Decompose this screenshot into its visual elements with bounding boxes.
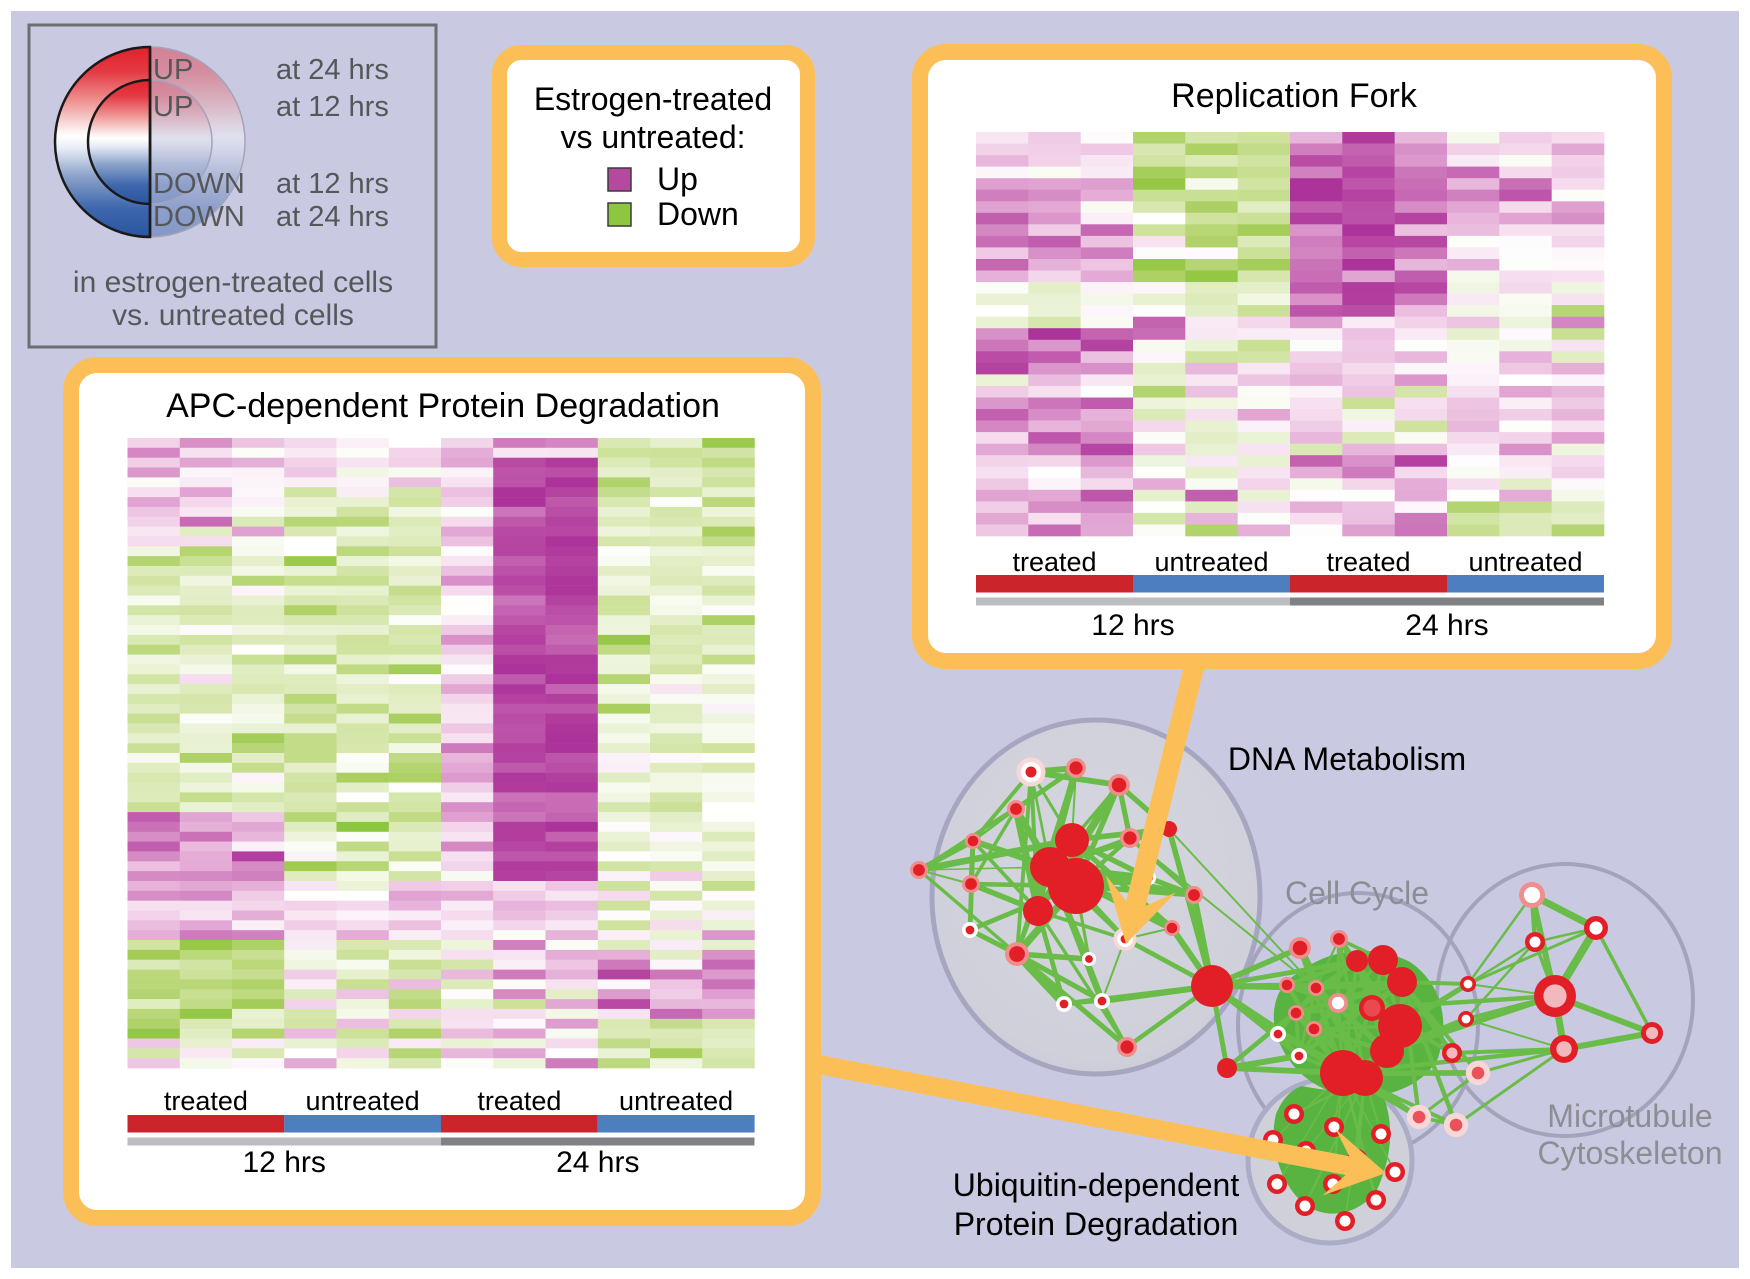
svg-text:Replication Fork: Replication Fork [1171,77,1418,115]
svg-text:Estrogen-treated: Estrogen-treated [534,81,772,117]
svg-text:Down: Down [657,196,739,232]
svg-text:vs. untreated cells: vs. untreated cells [112,299,354,332]
svg-text:in estrogen-treated cells: in estrogen-treated cells [73,266,393,299]
svg-text:12 hrs: 12 hrs [1091,609,1174,642]
svg-text:at 12 hrs: at 12 hrs [276,168,389,200]
svg-text:Cell Cycle: Cell Cycle [1285,875,1429,911]
svg-text:Ubiquitin-dependent: Ubiquitin-dependent [953,1167,1240,1203]
svg-text:at 12 hrs: at 12 hrs [276,91,389,123]
svg-text:DOWN: DOWN [153,168,245,200]
svg-text:Up: Up [657,161,698,197]
svg-text:untreated: untreated [1154,547,1268,577]
svg-text:treated: treated [1326,547,1410,577]
svg-text:treated: treated [1012,547,1096,577]
svg-text:treated: treated [164,1086,248,1116]
svg-text:untreated: untreated [1468,547,1582,577]
svg-text:UP: UP [153,91,193,123]
svg-text:UP: UP [153,54,193,86]
svg-text:12 hrs: 12 hrs [243,1146,326,1179]
svg-text:treated: treated [477,1086,561,1116]
svg-text:vs untreated:: vs untreated: [561,119,746,155]
svg-text:Microtubule: Microtubule [1547,1098,1712,1134]
svg-text:APC-dependent Protein Degradat: APC-dependent Protein Degradation [166,387,720,425]
svg-text:untreated: untreated [619,1086,733,1116]
svg-text:Protein Degradation: Protein Degradation [954,1206,1239,1242]
svg-text:Cytoskeleton: Cytoskeleton [1538,1135,1723,1171]
svg-text:DOWN: DOWN [153,201,245,233]
svg-text:untreated: untreated [306,1086,420,1116]
svg-text:DNA Metabolism: DNA Metabolism [1228,741,1466,777]
svg-text:24 hrs: 24 hrs [556,1146,639,1179]
svg-text:at 24 hrs: at 24 hrs [276,54,389,86]
svg-text:at 24 hrs: at 24 hrs [276,201,389,233]
svg-text:24 hrs: 24 hrs [1405,609,1488,642]
